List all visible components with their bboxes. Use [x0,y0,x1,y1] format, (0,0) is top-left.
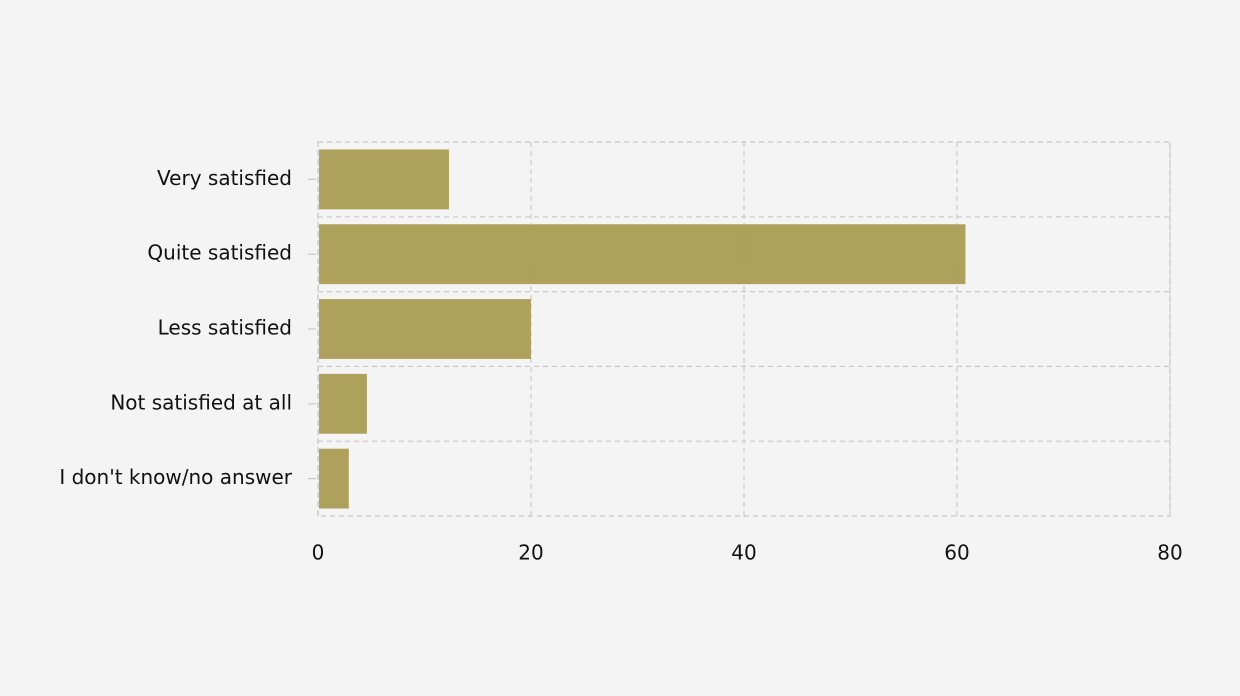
y-tick-label: Quite satisfied [147,241,292,265]
y-tick-label: Very satisfied [157,166,292,190]
x-tick-label: 0 [312,541,325,565]
y-tick-label: Not satisfied at all [110,390,292,414]
bar [319,149,449,210]
bar [319,373,367,434]
x-tick-label: 80 [1157,541,1182,565]
y-tick-label: I don't know/no answer [59,465,292,489]
y-tick-label: Less satisfied [158,316,292,340]
x-tick-label: 60 [944,541,969,565]
bar [319,448,349,509]
x-tick-label: 40 [731,541,756,565]
bar [319,299,531,359]
bar [319,224,966,285]
x-tick-label: 20 [518,541,543,565]
